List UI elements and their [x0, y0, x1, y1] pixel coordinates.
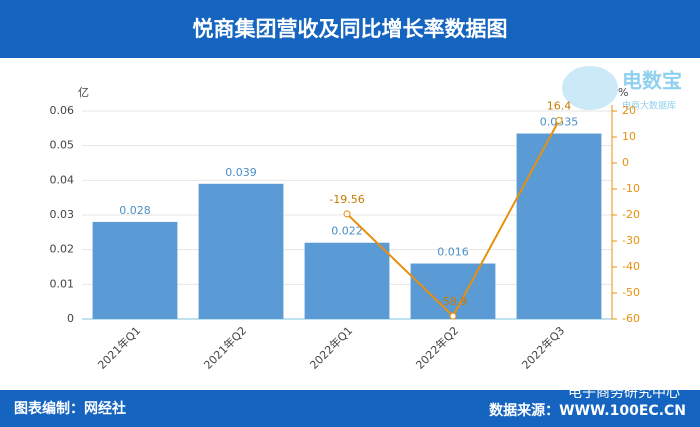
- credit: 图表编制：网经社: [14, 400, 126, 417]
- watermark: 电子商务研究中心: [568, 385, 680, 401]
- bar: [198, 183, 284, 319]
- y2-tick-label: -30: [622, 234, 640, 247]
- y-unit: 亿: [78, 86, 89, 99]
- chart-title: 悦商集团营收及同比增长率数据图: [193, 17, 508, 41]
- value-label: 16.4: [547, 99, 572, 112]
- logo-cloud: [562, 66, 618, 110]
- y-tick-label: 0.06: [50, 104, 75, 117]
- source: 数据来源：WWW.100EC.CN: [489, 402, 686, 419]
- point: [555, 116, 563, 124]
- point: [343, 210, 351, 218]
- y-tick-label: 0.05: [50, 139, 75, 152]
- y2-tick-label: -40: [622, 260, 640, 273]
- bar: [410, 263, 496, 319]
- bar: [304, 242, 390, 319]
- header: [0, 0, 700, 58]
- y2-tick-label: 20: [622, 104, 636, 117]
- y-tick-label: 0.04: [50, 173, 75, 186]
- value-label: 0.016: [437, 246, 469, 259]
- value-label: 0.028: [119, 204, 151, 217]
- y-tick-label: 0.03: [50, 208, 75, 221]
- y2-tick-label: -50: [622, 286, 640, 299]
- bar: [516, 133, 602, 319]
- value-label: -58.9: [439, 295, 467, 308]
- value-label: 0.022: [331, 225, 363, 238]
- point: [449, 312, 457, 320]
- logo-name: 电数宝: [622, 69, 682, 93]
- footer: [0, 390, 700, 427]
- y2-tick-label: 10: [622, 130, 636, 143]
- y2-tick-label: -10: [622, 182, 640, 195]
- value-label: 0.039: [225, 166, 257, 179]
- y2-tick-label: -60: [622, 312, 640, 325]
- y2-tick-label: -20: [622, 208, 640, 221]
- y-tick-label: 0.02: [50, 243, 75, 256]
- y2-tick-label: 0: [622, 156, 629, 169]
- y-tick-label: 0: [67, 312, 74, 325]
- y2-unit: %: [618, 86, 628, 99]
- value-label: -19.56: [329, 193, 364, 206]
- y-tick-label: 0.01: [50, 277, 75, 290]
- logo-subtitle: 电商大数据库: [622, 100, 676, 112]
- bar: [92, 221, 178, 319]
